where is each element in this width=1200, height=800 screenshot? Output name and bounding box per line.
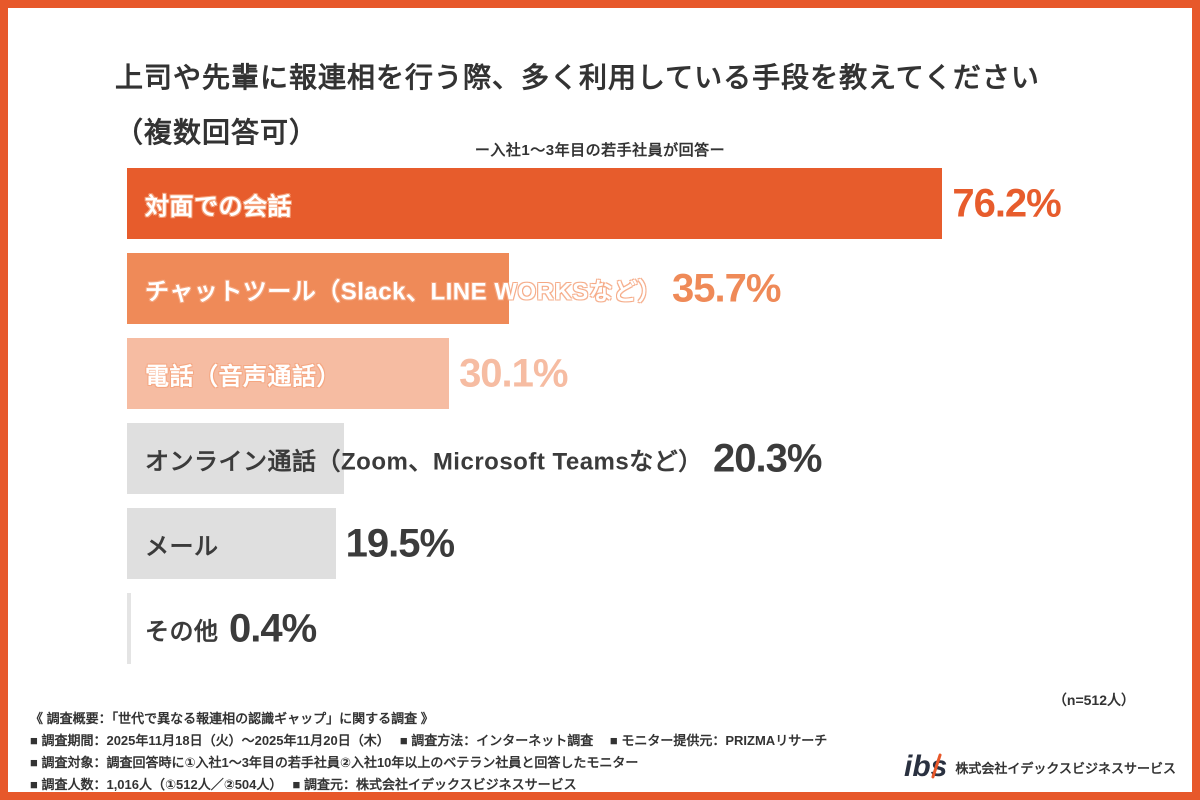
bar-value: 19.5% [345,521,455,565]
bar-row: オンライン通話（Zoom、Microsoft Teamsなど） 20.3% [127,423,1177,494]
title-line-1: 上司や先輩に報連相を行う際、多く利用している手段を教えてください [115,62,1040,93]
bar-row: チャットツール（Slack、LINE WORKSなど） 35.7% [127,253,1177,324]
bar-row: その他 0.4% [127,593,1177,664]
chart-subtitle: ー入社1〜3年目の若手社員が回答ー [474,142,726,159]
survey-overview-line: ■ 調査対象：調査回答時に①入社1〜3年目の若手社員②入社10年以上のベテラン社… [30,755,639,770]
bar [127,593,132,664]
sample-size-note: （n=512人） [1052,692,1135,708]
ibs-logo: ibs [904,752,947,782]
bar-label: オンライン通話（Zoom、Microsoft Teamsなど） [145,448,703,475]
bar-value: 76.2% [952,181,1061,225]
bar-row: 電話（音声通話） 30.1% [127,338,1177,409]
survey-overview-line: ■ 調査人数：1,016人（①512人／②504人） ■ 調査元：株式会社イデッ… [30,777,577,792]
bar-chart: 対面での会話 76.2% チャットツール（Slack、LINE WORKSなど） 35… [127,168,1177,678]
bar [127,338,450,409]
bar-value: 35.7% [672,266,781,310]
title-line-2: （複数回答可） [115,117,319,148]
survey-overview-line: ■ 調査期間：2025年11月18日（火）〜2025年11月20日（木） ■ 調… [30,733,828,748]
bar-label: 対面での会話 [145,193,292,220]
bar-label: チャットツール（Slack、LINE WORKSなど） [145,278,663,305]
bar-label: 電話（音声通話） [145,363,341,390]
bar-value: 20.3% [713,436,822,480]
bar-label: メール [145,533,219,560]
bar [127,423,345,494]
bar [127,168,943,239]
bar [127,508,336,579]
survey-overview: 《 調査概要：「世代で異なる報連相の認識ギャップ」に関する調査 》 ■ 調査期間… [30,708,828,792]
logo-company-name: 株式会社イデックスビジネスサービス [955,760,1176,776]
survey-overview-line: 《 調査概要：「世代で異なる報連相の認識ギャップ」に関する調査 》 [30,711,434,726]
bar-value: 0.4% [229,606,317,650]
bar-value: 30.1% [459,351,568,395]
bar-row: 対面での会話 76.2% [127,168,1177,239]
company-logo: ibs 株式会社イデックスビジネスサービス [904,752,1176,782]
bar [127,253,509,324]
bar-label: その他 [145,618,219,645]
page-title: 上司や先輩に報連相を行う際、多く利用している手段を教えてください （複数回答可） [115,50,1040,160]
bar-row: メール 19.5% [127,508,1177,579]
